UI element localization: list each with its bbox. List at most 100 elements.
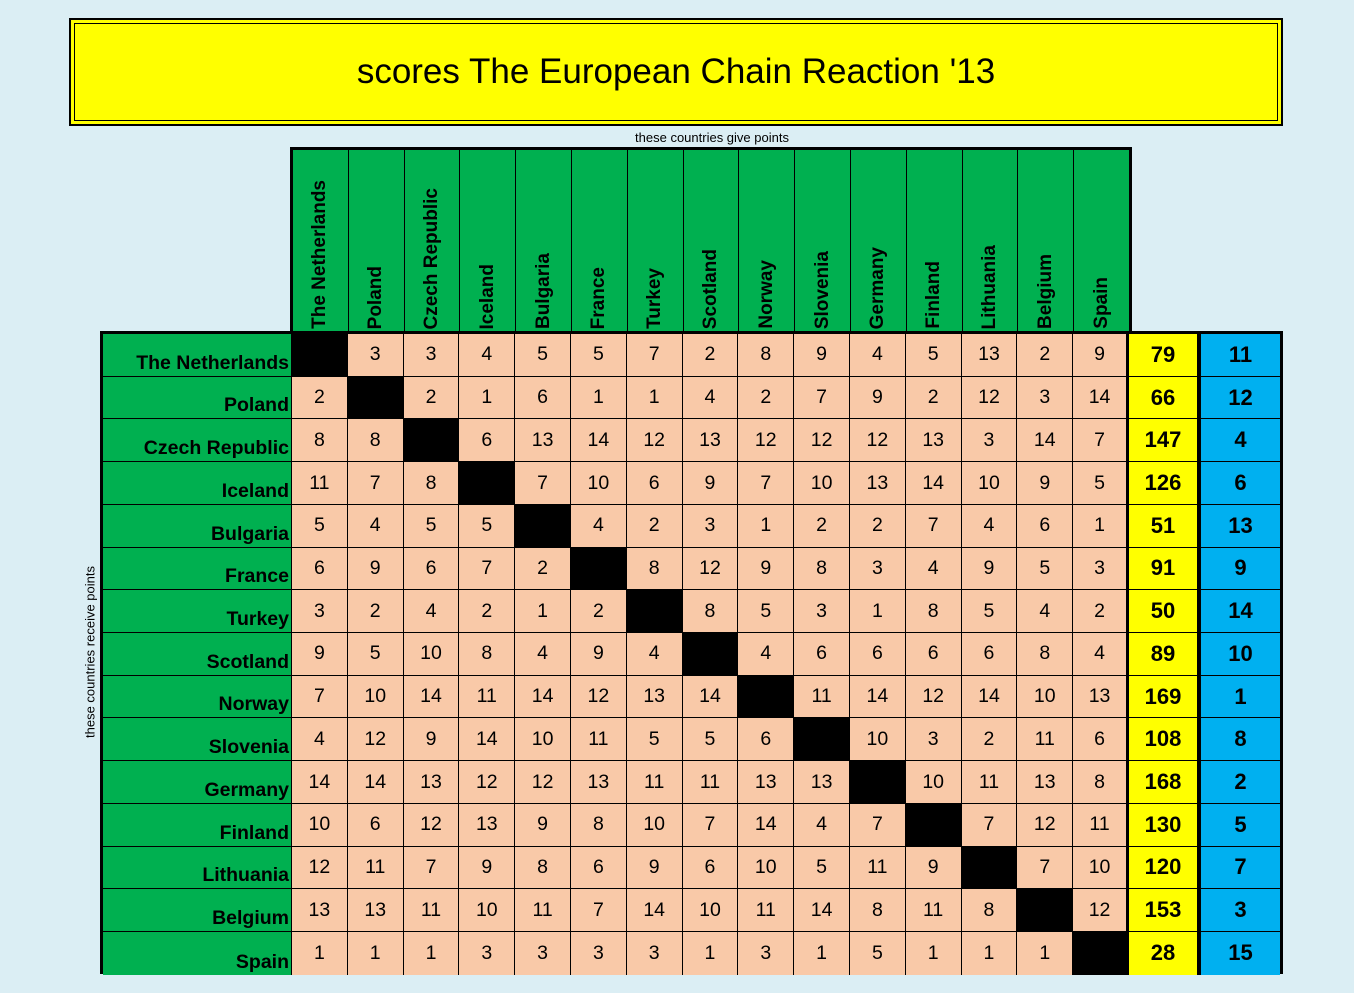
score-cell: 1: [403, 932, 460, 975]
score-cell: 14: [905, 462, 962, 505]
row-header: Czech Republic: [103, 419, 292, 463]
diagonal-cell: [961, 846, 1018, 890]
score-cell: 7: [738, 462, 795, 505]
row-header: France: [103, 547, 292, 591]
total-cell: 89: [1128, 633, 1201, 676]
score-cell: 1: [794, 932, 850, 975]
column-header-label: Scotland: [699, 248, 721, 329]
score-cell: 8: [849, 889, 906, 933]
diagonal-cell: [682, 633, 739, 676]
score-cell: 10: [849, 718, 906, 762]
score-cell: 9: [961, 547, 1018, 591]
column-header: France: [572, 150, 628, 331]
score-cell: 5: [1073, 462, 1129, 505]
page-title: scores The European Chain Reaction '13: [356, 52, 996, 91]
score-cell: 6: [682, 846, 739, 890]
score-cell: 1: [738, 504, 795, 548]
total-cell: 153: [1128, 889, 1201, 933]
score-cell: 14: [626, 889, 683, 933]
table-row: Iceland 11 7 8 7 10 6 9 7 10 13 14 10 9 5 126 6: [103, 462, 1280, 505]
score-cell: 5: [347, 633, 404, 676]
score-cell: 1: [626, 376, 683, 420]
row-header: Turkey: [103, 590, 292, 634]
column-header: Bulgaria: [516, 150, 572, 331]
diagonal-cell: [403, 419, 460, 463]
table-row: Scotland 9 5 10 8 4 9 4 4 6 6 6 6 8 4 89 10: [103, 633, 1280, 676]
row-header: Belgium: [103, 889, 292, 933]
column-headers: The Netherlands Poland Czech Republic Icela…: [290, 147, 1132, 334]
score-cell: 5: [849, 932, 906, 975]
table-row: Turkey 3 2 4 2 1 2 8 5 3 1 8 5 4 2 50 14: [103, 590, 1280, 634]
table-row: Germany 14 14 13 12 12 13 11 11 13 13 10 11 13 8 168 2: [103, 761, 1280, 804]
score-cell: 9: [626, 846, 683, 890]
column-header: Slovenia: [795, 150, 851, 331]
total-cell: 120: [1128, 846, 1201, 890]
score-cell: 13: [403, 761, 460, 804]
score-cell: 11: [1017, 718, 1074, 762]
column-header-label: Czech Republic: [420, 187, 442, 329]
score-cell: 14: [1073, 376, 1129, 420]
score-cell: 11: [1073, 803, 1129, 847]
score-cell: 4: [403, 590, 460, 634]
score-cell: 4: [1073, 633, 1129, 676]
diagonal-cell: [459, 462, 516, 505]
score-cell: 3: [905, 718, 962, 762]
rank-cell: 10: [1200, 633, 1280, 676]
column-header-label: Lithuania: [978, 244, 1000, 329]
column-header: Finland: [907, 150, 963, 331]
score-cell: 12: [1017, 803, 1074, 847]
score-cell: 10: [292, 803, 348, 847]
score-cell: 3: [403, 334, 460, 377]
row-header: Slovenia: [103, 718, 292, 762]
diagonal-cell: [292, 334, 348, 377]
score-cell: 5: [961, 590, 1018, 634]
score-cell: 10: [794, 462, 850, 505]
score-cell: 4: [347, 504, 404, 548]
column-header: Czech Republic: [405, 150, 461, 331]
score-cell: 11: [961, 761, 1018, 804]
score-cell: 1: [570, 376, 627, 420]
score-cell: 10: [626, 803, 683, 847]
score-cell: 6: [292, 547, 348, 591]
score-cell: 13: [515, 419, 571, 463]
score-cell: 12: [459, 761, 516, 804]
score-cell: 12: [347, 718, 404, 762]
score-cell: 1: [682, 932, 739, 975]
column-header: Germany: [851, 150, 907, 331]
score-cell: 4: [738, 633, 795, 676]
score-cell: 13: [794, 761, 850, 804]
score-cell: 14: [347, 761, 404, 804]
column-header: Turkey: [628, 150, 684, 331]
score-cell: 9: [738, 547, 795, 591]
score-cell: 8: [515, 846, 571, 890]
score-cell: 1: [1073, 504, 1129, 548]
diagonal-cell: [1073, 932, 1129, 975]
table-row: The Netherlands 3 3 4 5 5 7 2 8 9 4 5 13 2 9 79 11: [103, 334, 1280, 377]
score-cell: 2: [347, 590, 404, 634]
column-header-label: Spain: [1091, 277, 1113, 329]
total-cell: 130: [1128, 803, 1201, 847]
score-cell: 4: [849, 334, 906, 377]
score-cell: 14: [682, 675, 739, 719]
score-cell: 1: [961, 932, 1018, 975]
score-cell: 14: [403, 675, 460, 719]
score-cell: 14: [459, 718, 516, 762]
score-cell: 11: [570, 718, 627, 762]
score-cell: 4: [1017, 590, 1074, 634]
column-header: Belgium: [1018, 150, 1075, 331]
score-cell: 10: [515, 718, 571, 762]
score-cell: 9: [905, 846, 962, 890]
column-header: Spain: [1074, 150, 1130, 331]
diagonal-cell: [347, 376, 404, 420]
score-cell: 7: [1017, 846, 1074, 890]
score-cell: 8: [292, 419, 348, 463]
score-cell: 6: [961, 633, 1018, 676]
column-header: Iceland: [460, 150, 517, 331]
total-cell: 168: [1128, 761, 1201, 804]
score-cell: 6: [738, 718, 795, 762]
table-row: Spain 1 1 1 3 3 3 3 1 3 1 5 1 1 1 28 15: [103, 932, 1280, 975]
score-cell: 14: [1017, 419, 1074, 463]
score-cell: 12: [292, 846, 348, 890]
score-cell: 4: [961, 504, 1018, 548]
score-cell: 2: [1073, 590, 1129, 634]
